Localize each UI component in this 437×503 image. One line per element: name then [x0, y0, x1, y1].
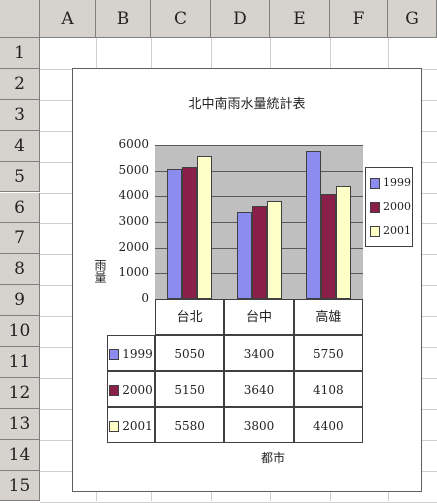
data-table-series-label: 1999: [107, 335, 155, 371]
bar-1999-0[interactable]: [167, 169, 183, 299]
data-table-value: 3640: [224, 371, 294, 407]
data-table-value: 5050: [155, 335, 225, 371]
row-header-12[interactable]: 12: [0, 377, 40, 409]
bar-2000-2[interactable]: [320, 193, 336, 299]
y-tick-label: 5000: [118, 162, 149, 177]
data-table-series-label: 2000: [107, 371, 155, 407]
select-all-corner[interactable]: [0, 0, 40, 38]
chart-title: 北中南雨水量統計表: [188, 97, 306, 112]
legend-item-2001[interactable]: 2001: [370, 224, 411, 237]
bar-2000-0[interactable]: [182, 166, 198, 299]
row-header-7[interactable]: 7: [0, 223, 40, 255]
y-gridline: [155, 170, 363, 172]
column-header-f[interactable]: F: [330, 0, 388, 38]
row-header-9[interactable]: 9: [0, 285, 40, 317]
column-header-c[interactable]: C: [151, 0, 211, 38]
bar-2001-1[interactable]: [266, 201, 282, 299]
data-table-value: 3400: [224, 335, 294, 371]
y-gridline: [155, 196, 363, 198]
bar-1999-1[interactable]: [236, 211, 252, 299]
row-header-1[interactable]: 1: [0, 38, 40, 69]
bar-2001-2[interactable]: [335, 186, 351, 299]
row-header-8[interactable]: 8: [0, 254, 40, 286]
data-table-category: 高雄: [293, 299, 363, 335]
row-header-15[interactable]: 15: [0, 470, 40, 502]
y-tick-label: 4000: [118, 188, 149, 203]
column-header-b[interactable]: B: [96, 0, 151, 38]
legend-label: 2000: [383, 200, 411, 213]
y-tick-label: 0: [141, 291, 149, 305]
legend-item-2000[interactable]: 2000: [370, 200, 411, 213]
bar-2000-1[interactable]: [251, 205, 267, 299]
row-header-10[interactable]: 10: [0, 316, 40, 347]
data-table-value: 5580: [155, 407, 225, 443]
column-header-d[interactable]: D: [211, 0, 270, 38]
series-swatch-icon: [109, 349, 120, 360]
data-table-value: 4108: [293, 371, 363, 407]
bar-2001-0[interactable]: [197, 155, 213, 299]
legend-swatch-icon: [370, 225, 380, 237]
data-table-category: 台北: [155, 299, 225, 335]
row-gridline: [40, 501, 437, 503]
y-gridline: [155, 145, 363, 146]
series-swatch-icon: [109, 421, 120, 432]
y-tick-label: 3000: [118, 214, 149, 228]
column-header-g[interactable]: G: [388, 0, 437, 38]
chart-legend[interactable]: 1999 2000 2001: [365, 167, 413, 247]
series-name: 2000: [122, 383, 153, 397]
data-table-value: 5150: [155, 371, 225, 407]
data-table-series-label: 2001: [107, 407, 155, 443]
column-header-a[interactable]: A: [40, 0, 96, 38]
row-header-11[interactable]: 11: [0, 347, 40, 378]
series-name: 2001: [122, 419, 153, 433]
series-swatch-icon: [109, 385, 120, 396]
plot-area[interactable]: [155, 145, 363, 299]
y-tick-label: 6000: [118, 137, 149, 151]
y-tick-label: 1000: [118, 265, 149, 280]
row-header-14[interactable]: 14: [0, 439, 40, 471]
y-tick-label: 2000: [118, 239, 149, 254]
legend-label: 1999: [383, 176, 411, 189]
series-name: 1999: [122, 347, 153, 361]
data-table-value: 4400: [293, 407, 363, 443]
data-table-category: 台中: [224, 299, 294, 335]
row-header-4[interactable]: 4: [0, 130, 40, 162]
data-table-value: 5750: [293, 335, 363, 371]
embedded-chart[interactable]: 北中南雨水量統計表 雨量 6000 5000 4000 3000 2000 1000 0 台…: [72, 68, 422, 492]
row-header-2[interactable]: 2: [0, 68, 40, 100]
row-header-5[interactable]: 5: [0, 161, 40, 193]
legend-swatch-icon: [370, 201, 380, 213]
row-header-6[interactable]: 6: [0, 192, 40, 224]
y-axis-label: 雨量: [93, 259, 107, 283]
legend-swatch-icon: [370, 177, 380, 189]
row-header-13[interactable]: 13: [0, 408, 40, 440]
column-header-e[interactable]: E: [270, 0, 330, 38]
legend-item-1999[interactable]: 1999: [370, 176, 411, 189]
legend-label: 2001: [383, 224, 411, 237]
bar-1999-2[interactable]: [305, 151, 321, 299]
data-table-value: 3800: [224, 407, 294, 443]
x-axis-label: 都市: [260, 451, 285, 465]
row-header-3[interactable]: 3: [0, 99, 40, 131]
